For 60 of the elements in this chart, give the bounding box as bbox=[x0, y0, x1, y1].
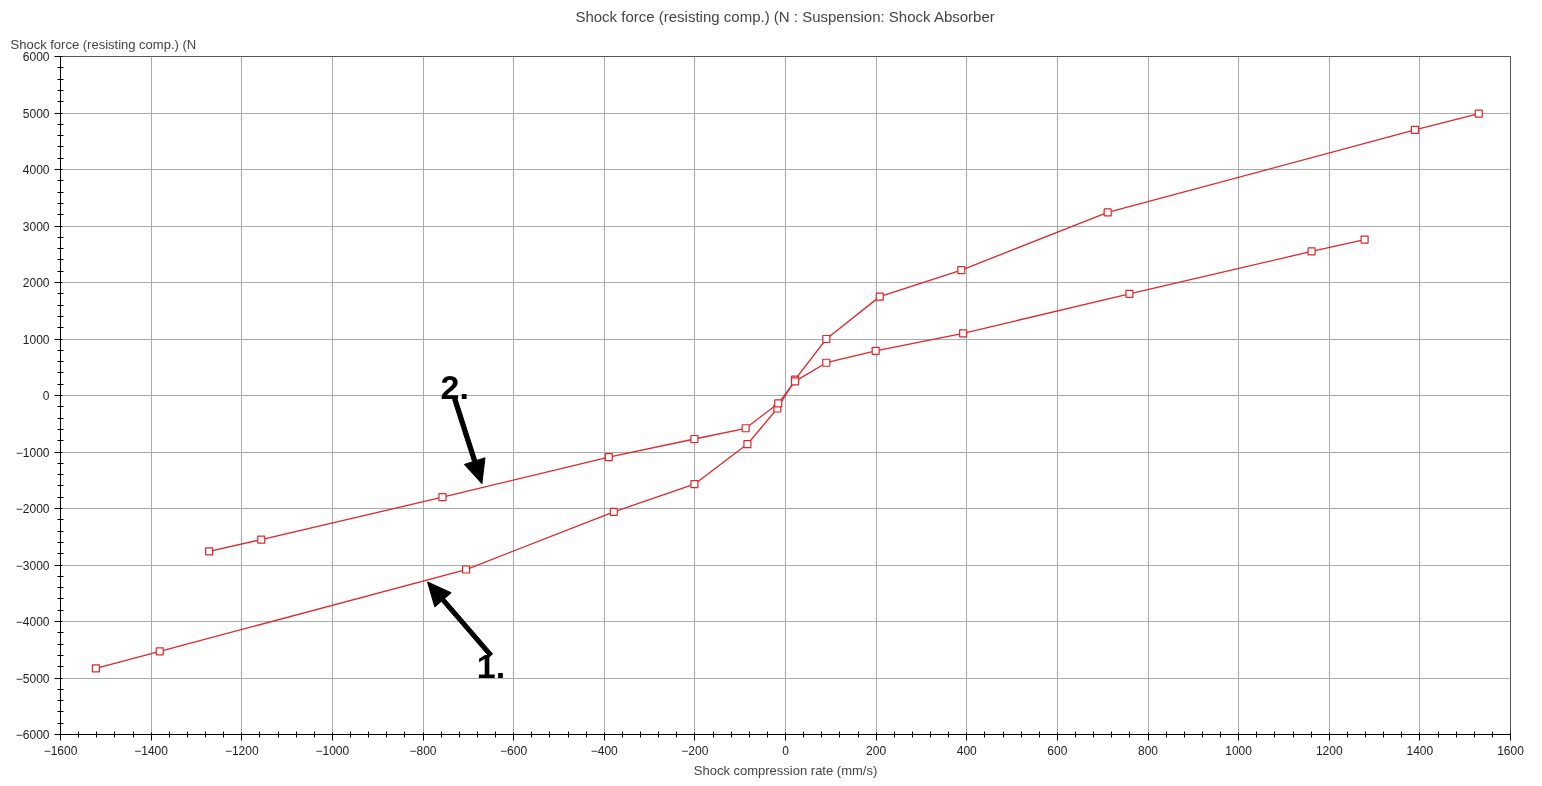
x-tick-label: 400 bbox=[956, 743, 978, 758]
y-tick-label: 4000 bbox=[22, 163, 50, 177]
point bbox=[257, 535, 266, 544]
point bbox=[1410, 125, 1419, 135]
y-tick-label: 5000 bbox=[22, 106, 50, 121]
x-tick-label: 800 bbox=[1137, 743, 1159, 758]
x-tick-label: 1200 bbox=[1315, 743, 1343, 758]
point bbox=[604, 452, 613, 462]
point bbox=[741, 424, 750, 433]
y-tick-label: 6000 bbox=[22, 50, 50, 64]
chart-title: Shock force (resisting comp.) (N : Suspension: Shock Absorber bbox=[575, 7, 995, 25]
point bbox=[205, 547, 214, 556]
x-tick-label: 1000 bbox=[1225, 743, 1253, 758]
y-tick-label: 0 bbox=[42, 389, 50, 403]
x-tick-label: −1400 bbox=[134, 743, 169, 758]
point bbox=[822, 358, 831, 367]
x-tick-label: 0 bbox=[782, 743, 790, 758]
point bbox=[155, 647, 164, 656]
point bbox=[1474, 109, 1483, 118]
y-tick-label: −2000 bbox=[15, 502, 50, 516]
point bbox=[1125, 289, 1134, 298]
x-tick-label: −600 bbox=[500, 743, 528, 758]
point bbox=[461, 565, 471, 574]
x-tick-label: 1600 bbox=[1497, 743, 1525, 758]
point bbox=[774, 399, 783, 408]
x-tick-label: −400 bbox=[590, 743, 619, 758]
point bbox=[690, 434, 699, 444]
x-tick-label: 200 bbox=[866, 743, 887, 758]
point bbox=[1307, 247, 1316, 256]
point bbox=[1103, 208, 1112, 217]
point bbox=[959, 329, 968, 338]
x-tick-label: 1400 bbox=[1406, 743, 1434, 758]
point bbox=[690, 480, 699, 489]
point bbox=[957, 265, 966, 275]
x-tick-label: −1000 bbox=[315, 743, 350, 758]
annotation: 1. bbox=[476, 647, 506, 686]
x-tick-label: −200 bbox=[681, 743, 709, 758]
y-tick-label: −4000 bbox=[15, 615, 50, 629]
x-axis-title: Shock compression rate (mm/s) bbox=[693, 762, 878, 778]
x-tick-label: 600 bbox=[1047, 743, 1068, 758]
annotation: 2. bbox=[440, 367, 469, 406]
point bbox=[871, 346, 880, 355]
x-tick-label: −1600 bbox=[43, 743, 78, 758]
y-tick-label: 1000 bbox=[22, 332, 50, 347]
y-axis-title: Shock force (resisting comp.) (N bbox=[10, 36, 197, 52]
point bbox=[822, 334, 831, 344]
point bbox=[91, 664, 100, 673]
x-tick-label: −1200 bbox=[224, 743, 259, 758]
y-tick-label: −3000 bbox=[15, 558, 50, 573]
y-tick-label: −6000 bbox=[15, 728, 50, 742]
point bbox=[875, 292, 884, 301]
point bbox=[609, 507, 618, 516]
x-tick-label: −800 bbox=[409, 743, 437, 758]
point bbox=[1360, 235, 1369, 244]
y-tick-label: 3000 bbox=[22, 219, 50, 234]
point bbox=[743, 439, 752, 449]
y-tick-label: −1000 bbox=[15, 445, 50, 460]
y-tick-label: −5000 bbox=[15, 671, 50, 686]
point bbox=[438, 493, 447, 502]
y-tick-label: 2000 bbox=[22, 276, 50, 290]
